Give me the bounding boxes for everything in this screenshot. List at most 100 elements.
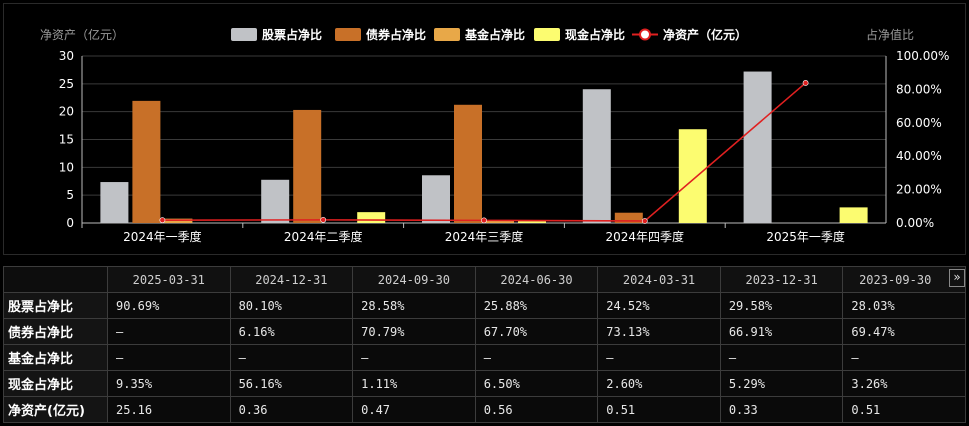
table-cell: 24.52% [597,292,721,319]
line-point [802,80,809,86]
line-point [641,218,648,224]
bar [839,207,868,223]
y-left-tick-label: 10 [59,160,74,174]
y-right-axis-title: 占净值比 [866,27,914,42]
table-cell: 25.16 [107,396,231,423]
y-left-tick-label: 15 [59,133,74,147]
bar [614,212,643,223]
table-cell: 25.88% [474,292,599,319]
table-cell: 29.58% [719,292,844,319]
table-cell: 1.11% [352,370,476,397]
table-header-row: 2025-03-31 2024-12-31 2024-09-30 2024-06… [3,266,966,293]
table-cell: 3.26% [842,370,966,397]
y-right-tick-label: 20.00% [896,183,942,197]
column-header: 2024-06-30 [474,266,599,293]
table-row: 净资产(亿元) 25.16 0.36 0.47 0.56 0.51 0.33 0.51 [3,396,966,423]
column-header: 2023-12-31 [719,266,844,293]
table-cell: — [474,344,599,371]
y-left-tick-label: 25 [59,77,74,91]
table-cell: 0.56 [474,396,599,423]
legend-label: 基金占净比 [464,27,525,42]
bar [261,179,290,223]
row-label: 基金占净比 [3,344,108,371]
x-tick-label: 2025年一季度 [766,229,845,244]
x-tick-label: 2024年二季度 [284,229,363,244]
table-cell: 2.60% [597,370,721,397]
table-cell: 56.16% [229,370,354,397]
table-cell: 0.36 [229,396,354,423]
y-right-tick-label: 0.00% [896,216,934,230]
row-label: 债券占净比 [3,318,108,345]
legend-swatch [434,28,460,41]
y-right-tick-label: 80.00% [896,82,942,96]
bar [743,71,772,223]
x-tick-label: 2024年四季度 [606,229,685,244]
x-tick-label: 2024年三季度 [445,229,524,244]
line-series [162,82,807,222]
table-cell: — [842,344,966,371]
row-label: 股票占净比 [3,292,108,319]
table-cell: 28.58% [352,292,476,319]
column-header: 2024-09-30 [352,266,476,293]
bar [132,100,161,223]
bar [293,109,322,223]
y-left-tick-label: 5 [66,188,74,202]
table-cell: 0.33 [719,396,844,423]
chart-svg: 0 5 10 15 20 25 30 0.00% 20.00% 40.00% 60.00% 80.00… [40,27,949,244]
table-row: 股票占净比 90.69% 80.10% 28.58% 25.88% 24.52% 29.58… [3,292,966,319]
row-label: 净资产(亿元) [3,396,108,423]
legend-swatch [335,28,361,41]
data-table-panel: 2025-03-31 2024-12-31 2024-09-30 2024-06… [3,266,966,423]
bar [582,89,611,223]
column-header: 2023-09-30 [842,266,966,293]
table-cell: 70.79% [352,318,476,345]
legend-label: 股票占净比 [262,27,322,42]
legend-swatch [231,28,257,41]
column-header: 2024-12-31 [229,266,354,293]
table-cell: 0.51 [597,396,721,423]
y-right-tick-label: 60.00% [896,116,942,130]
bar [422,175,450,223]
table-cell: 6.50% [474,370,599,397]
table-cell: — [107,318,231,345]
table-cell: 28.03% [842,292,966,319]
table-cell: 66.91% [719,318,844,345]
legend-swatch [534,28,560,41]
bar [518,221,546,223]
line-point [159,217,166,224]
scroll-right-icon[interactable]: » [949,269,965,287]
table-cell: 90.69% [107,292,231,319]
table-cell: 73.13% [597,318,721,345]
y-right-tick-label: 100.00% [896,49,949,63]
table-cell: 0.51 [842,396,966,423]
table-cell: 9.35% [107,370,231,397]
table-cell: 80.10% [229,292,354,319]
data-table: 2025-03-31 2024-12-31 2024-09-30 2024-06… [3,266,966,423]
table-cell: 67.70% [474,318,599,345]
column-header: 2024-03-31 [597,266,721,293]
table-cell: 6.16% [229,318,354,345]
y-left-tick-label: 20 [59,105,74,119]
table-row: 债券占净比 —6.16% 70.79% 67.70% 73.13% 66.91% 69.47… [3,318,966,345]
y-left-axis-title: 净资产（亿元） [40,27,124,42]
table-cell: — [229,344,354,371]
legend-label: 净资产（亿元） [663,27,747,42]
table-corner [3,266,108,293]
table-cell: 69.47% [842,318,966,345]
y-left-tick-label: 30 [59,49,74,63]
table-row: 现金占净比 9.35% 56.16% 1.11% 6.50% 2.60% 5.29% 3.26… [3,370,966,397]
y-right-tick-label: 40.00% [896,149,942,163]
table-cell: 5.29% [719,370,844,397]
legend-label: 债券占净比 [366,27,426,42]
x-tick-label: 2024年一季度 [123,229,202,244]
bar [486,220,514,223]
column-header: 2025-03-31 [107,266,231,293]
bar [100,182,129,223]
line-point [320,216,327,223]
bar [454,104,482,223]
table-cell: — [719,344,844,371]
table-cell: — [597,344,721,371]
y-left-tick-label: 0 [66,216,74,230]
line-point [481,217,487,224]
bar [357,212,386,223]
